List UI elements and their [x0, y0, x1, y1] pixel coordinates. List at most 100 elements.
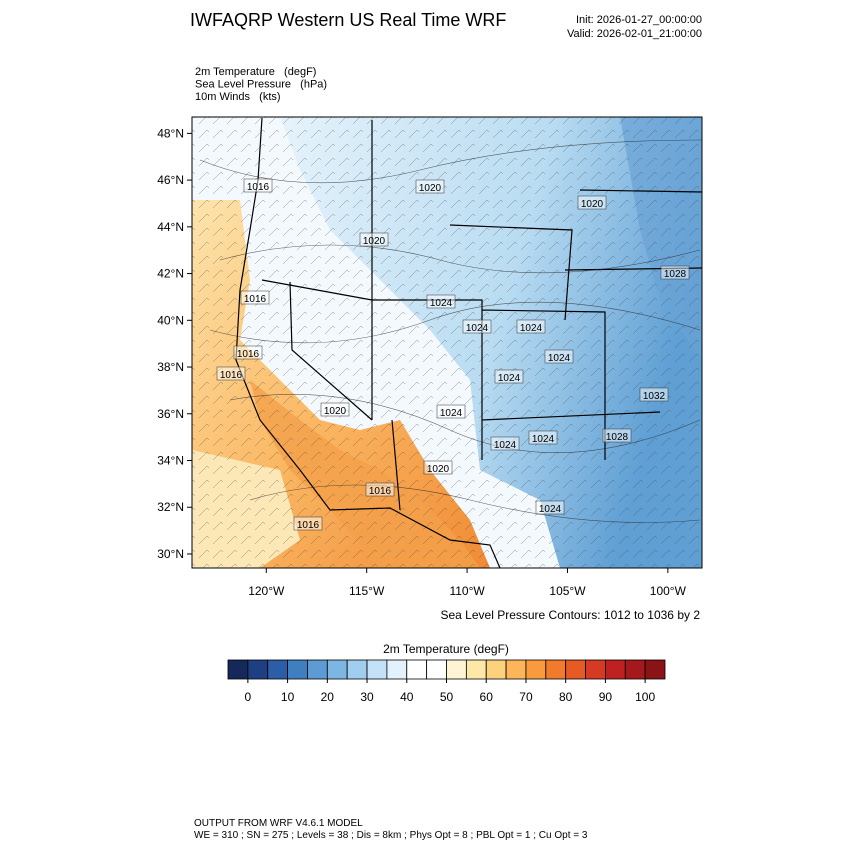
contour-note: Sea Level Pressure Contours: 1012 to 103…: [441, 608, 701, 622]
colorbar-tick-label: 50: [440, 690, 454, 704]
colorbar-tick-label: 90: [599, 690, 613, 704]
contour-label-box: [320, 402, 350, 417]
contour-label-box: [415, 179, 445, 194]
contour-label-box: [660, 265, 690, 280]
init-time: Init: 2026-01-27_00:00:00: [576, 14, 702, 26]
colorbar-box: [585, 659, 606, 680]
field-label: 10m Winds (kts): [195, 91, 281, 103]
contour-label: 1024: [440, 408, 463, 419]
contour-label-box: [426, 294, 456, 309]
contour-label: 1016: [237, 349, 260, 360]
contour-label-box: [436, 404, 466, 419]
colorbar-tick-label: 80: [559, 690, 573, 704]
contour-label: 1020: [427, 464, 450, 475]
y-tick-label: 30°N: [157, 547, 184, 561]
contour-label: 1024: [520, 323, 543, 334]
map-frame: [191, 116, 703, 569]
colorbar-box: [485, 659, 507, 680]
contour-label: 1020: [363, 236, 386, 247]
colorbar-box: [247, 659, 269, 680]
colorbar-title: 2m Temperature (degF): [383, 642, 509, 656]
field-list: 2m Temperature (degF)Sea Level Pressure …: [195, 66, 327, 103]
contour-label: 1016: [247, 182, 270, 193]
x-tick-label: 100°W: [650, 584, 687, 598]
contour-label-box: [233, 345, 263, 360]
colorbar-box: [227, 659, 249, 680]
contour-label: 1024: [498, 373, 521, 384]
colorbar-tick-label: 60: [480, 690, 494, 704]
colorbar-box: [565, 659, 586, 680]
contour-label-box: [535, 500, 565, 515]
y-tick-label: 32°N: [157, 500, 184, 514]
contour-label: 1028: [606, 432, 629, 443]
y-tick-label: 48°N: [157, 126, 184, 140]
contour-label-box: [243, 178, 273, 193]
contour-label: 1024: [430, 298, 453, 309]
colorbar-box: [525, 659, 547, 680]
y-tick-label: 40°N: [157, 313, 184, 327]
colorbar-box: [406, 659, 428, 680]
colorbar-box: [624, 659, 646, 680]
contour-label-box: [293, 516, 323, 531]
contour-label: 1016: [220, 370, 243, 381]
colorbar-box: [545, 659, 567, 680]
y-tick-label: 42°N: [157, 267, 184, 281]
contour-label-box: [516, 319, 546, 334]
colorbar-box: [465, 659, 487, 680]
y-tick-label: 36°N: [157, 407, 184, 421]
contour-label: 1024: [548, 353, 571, 364]
map-body: 1016 1020 1020 1020 1016 1024 1024 1024 1016 1024…: [192, 117, 702, 568]
field-label: 2m Temperature (degF): [195, 66, 316, 78]
contour-label: 1032: [643, 391, 666, 402]
contour-label-box: [365, 482, 395, 497]
contour-label-box: [462, 319, 492, 334]
colorbar-tick-label: 100: [635, 690, 655, 704]
colorbar-tick-label: 40: [400, 690, 414, 704]
colorbar-box: [287, 659, 308, 680]
colorbar-box: [326, 659, 348, 680]
contour-label-box: [240, 290, 270, 305]
x-tick-label: 105°W: [549, 584, 586, 598]
contour-label: 1016: [369, 486, 392, 497]
contour-label: 1024: [466, 323, 489, 334]
colorbar-box: [386, 659, 408, 680]
contour-label: 1024: [532, 434, 555, 445]
borders: [235, 117, 702, 568]
contour-label-box: [359, 232, 389, 247]
contour-label: 1020: [324, 406, 347, 417]
pressure-contours: [199, 139, 702, 523]
footer-line: OUTPUT FROM WRF V4.6.1 MODEL: [194, 818, 363, 829]
y-tick-label: 34°N: [157, 454, 184, 468]
contour-label: 1028: [664, 269, 687, 280]
contour-label: 1016: [244, 294, 267, 305]
contour-label: 1020: [419, 183, 442, 194]
colorbar-tick-label: 20: [321, 690, 335, 704]
footer-line: WE = 310 ; SN = 275 ; Levels = 38 ; Dis …: [194, 830, 588, 841]
contour-label-box: [577, 195, 607, 210]
contour-label-box: [216, 366, 246, 381]
colorbar-tick-label: 30: [360, 690, 374, 704]
contour-label: 1024: [494, 440, 517, 451]
title: IWFAQRP Western US Real Time WRF: [190, 10, 506, 30]
colorbar-tick-label: 0: [245, 690, 252, 704]
colorbar-tick-label: 10: [281, 690, 295, 704]
colorbar-box: [644, 659, 666, 680]
contour-label: 1016: [297, 520, 320, 531]
valid-time: Valid: 2026-02-01_21:00:00: [567, 28, 702, 40]
contour-label-box: [602, 428, 632, 443]
y-tick-label: 38°N: [157, 360, 184, 374]
colorbar-box: [267, 659, 288, 680]
colorbar-box: [505, 659, 527, 680]
contour-label-box: [494, 369, 524, 384]
contour-label-box: [528, 430, 558, 445]
y-tick-label: 46°N: [157, 173, 184, 187]
colorbar-box: [346, 659, 368, 680]
colorbar-box: [426, 659, 447, 680]
colorbar-tick-label: 70: [519, 690, 533, 704]
contour-label-box: [639, 387, 669, 402]
field-label: Sea Level Pressure (hPa): [195, 79, 327, 91]
colorbar-box: [446, 659, 467, 680]
contour-label-box: [490, 436, 520, 451]
